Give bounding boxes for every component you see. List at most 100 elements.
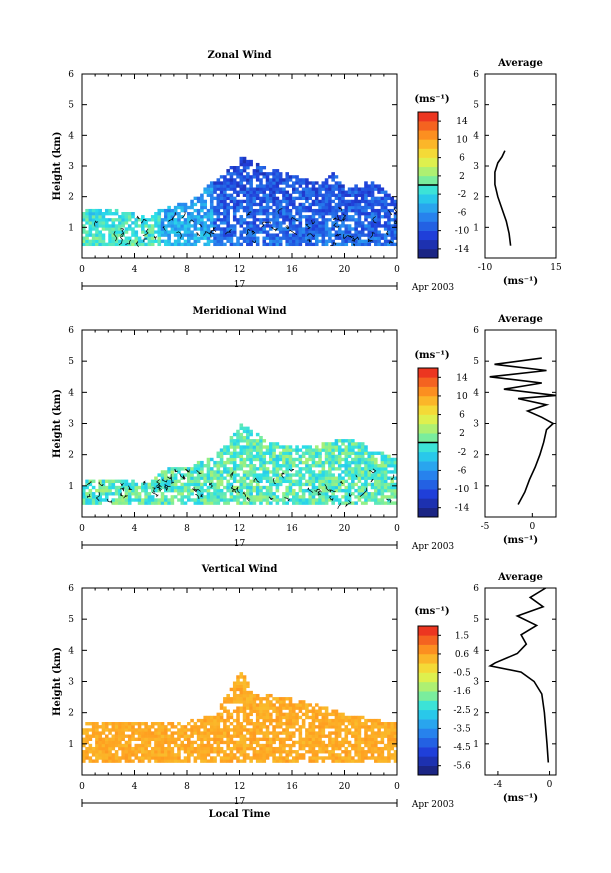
heatmap-cell [347, 750, 352, 754]
heatmap-cell [374, 740, 378, 745]
heatmap-cell [331, 740, 335, 745]
heatmap-cell [390, 753, 395, 757]
heatmap-cell [337, 756, 342, 760]
heatmap-cell [292, 743, 296, 748]
heatmap-cells [82, 423, 398, 505]
x-tick-label: 0 [394, 524, 400, 534]
heatmap-cell [144, 725, 148, 729]
heatmap-cell [190, 202, 194, 207]
heatmap-cell [180, 202, 185, 207]
heatmap-cell [380, 737, 385, 742]
heatmap-cell [347, 743, 352, 748]
heatmap-cell [334, 725, 339, 729]
heatmap-cell [288, 236, 293, 240]
heatmap-cell [262, 473, 267, 477]
heatmap-cell [301, 725, 306, 729]
heatmap-cell [331, 193, 335, 197]
colorbar-tick-label: 10 [456, 135, 468, 145]
heatmap-cell [226, 473, 230, 477]
heatmap-cell [301, 202, 306, 207]
heatmap-cell [209, 470, 214, 474]
heatmap-cell [232, 495, 237, 499]
heatmap-cell [314, 501, 319, 505]
heatmap-cell [85, 740, 89, 745]
heatmap-cell [318, 709, 322, 713]
colorbar-swatch [418, 442, 438, 453]
heatmap-cell [216, 178, 221, 182]
heatmap-cell [242, 445, 247, 449]
heatmap-cell [314, 737, 319, 742]
heatmap-cell [114, 750, 119, 754]
heatmap-cell [262, 485, 267, 490]
heatmap-cell [377, 184, 381, 188]
heatmap-cell [331, 476, 335, 480]
heatmap-cell [344, 753, 349, 757]
heatmap-cell [318, 476, 322, 480]
heatmap-cell [305, 464, 309, 468]
heatmap-cell [390, 470, 395, 474]
heatmap-cell [98, 215, 102, 219]
contour-line [272, 477, 276, 484]
heatmap-cell [232, 451, 237, 455]
date-label: Apr 2003 [411, 800, 455, 810]
heatmap-cell [242, 709, 247, 713]
heatmap-cell [331, 488, 335, 493]
heatmap-cell [98, 495, 102, 499]
heatmap-cell [127, 224, 132, 228]
heatmap-cell [236, 442, 240, 446]
heatmap-cell [180, 495, 185, 499]
colorbar-swatch [418, 248, 438, 259]
heatmap-cell [357, 193, 362, 197]
heatmap-cell [91, 728, 96, 732]
heatmap-cell [344, 495, 349, 499]
heatmap-cell [104, 728, 109, 732]
heatmap-cell [321, 196, 326, 201]
heatmap-cell [209, 187, 214, 191]
contour-line [123, 494, 128, 499]
heatmap-cell [85, 208, 89, 213]
heatmap-cell [104, 743, 109, 748]
heatmap-cell [111, 227, 116, 231]
heatmap-cell [301, 501, 306, 505]
heatmap-cell [360, 753, 365, 757]
heatmap-cell [226, 451, 230, 455]
heatmap-cell [282, 464, 286, 468]
heatmap-cell [121, 753, 125, 757]
heatmap-cell [154, 488, 158, 493]
heatmap-cell [357, 199, 362, 204]
heatmap-cell [292, 498, 296, 502]
heatmap-cell [118, 722, 122, 726]
colorbar-swatch [418, 148, 438, 158]
colorbar-tick-label: -3.5 [453, 724, 471, 734]
heatmap-cell [223, 753, 227, 757]
heatmap-cell [95, 728, 99, 732]
heatmap-cell [387, 215, 391, 219]
heatmap-cell [324, 445, 329, 449]
heatmap-cell [88, 239, 93, 243]
heatmap-cell [229, 442, 234, 446]
heatmap-cell [285, 750, 290, 754]
heatmap-cell [341, 476, 345, 480]
heatmap-cell [200, 215, 204, 219]
heatmap-cell [160, 473, 165, 477]
heatmap-cell [232, 202, 237, 207]
heatmap-cell [354, 190, 358, 194]
heatmap-cell [177, 498, 181, 502]
heatmap-cell [170, 218, 175, 222]
heatmap-cell [114, 208, 119, 213]
date-day: 17 [234, 280, 246, 290]
heatmap-cell [203, 212, 207, 216]
heatmap-cell [242, 205, 247, 210]
heatmap-cell [298, 746, 303, 751]
heatmap-cell [104, 479, 109, 484]
heatmap-cell [341, 215, 345, 219]
heatmap-cell [141, 488, 145, 493]
heatmap-cell [255, 467, 260, 471]
heatmap-cell [393, 759, 398, 763]
heatmap-cell [308, 750, 312, 754]
heatmap-cell [187, 205, 191, 210]
colorbar-swatch [418, 461, 438, 471]
heatmap-cell [190, 479, 194, 484]
heatmap-cell [301, 722, 306, 726]
